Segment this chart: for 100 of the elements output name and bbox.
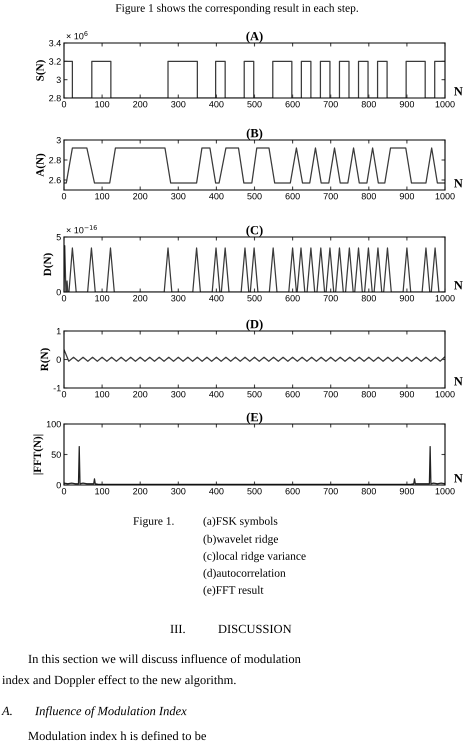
x-axis-title: N [454, 377, 463, 386]
y-tick-label: 3 [56, 136, 61, 144]
text: × 10$^{−16}$ [66, 225, 97, 234]
text: index and Doppler effect to the new algorithm. [2, 675, 236, 687]
chart-title: (D) [246, 320, 263, 331]
y-axis-title: D(N) [43, 253, 54, 276]
y-tick-label: 0 [56, 482, 61, 488]
y-tick-label: 3.4 [49, 40, 61, 46]
x-tick-label: 0 [62, 193, 66, 200]
y-tick-label: 1 [56, 328, 61, 334]
x-tick-label: 600 [286, 193, 300, 200]
y-tick-label: 2.8 [49, 94, 61, 102]
text: (d)autocorrelation [204, 568, 286, 580]
y-tick-label: -1 [54, 385, 61, 392]
x-tick-label: 700 [324, 488, 338, 494]
x-tick-label: 100 [95, 193, 110, 200]
x-tick-label: 900 [400, 101, 414, 108]
x-tick-label: 300 [171, 101, 186, 108]
x-tick-label: 300 [171, 488, 186, 494]
text: (a)FSK symbols [204, 516, 278, 528]
x-tick-label: 800 [362, 391, 376, 398]
x-tick-label: 400 [209, 391, 224, 398]
y-axis-title: A(N) [36, 154, 46, 177]
x-tick-label: 900 [400, 391, 414, 398]
x-tick-label: 800 [362, 295, 376, 302]
x-tick-label: 300 [171, 295, 186, 302]
x-axis-title: N [454, 87, 463, 96]
x-tick-label: 1000 [436, 295, 455, 302]
x-tick-label: 500 [247, 488, 262, 494]
text: Influence of Modulation Index [34, 706, 187, 718]
x-tick-label: 0 [62, 101, 66, 108]
x-tick-label: 800 [362, 488, 376, 494]
x-tick-label: 700 [324, 101, 338, 108]
x-tick-label: 200 [133, 101, 148, 108]
x-axis-title: N [454, 281, 463, 290]
chart-title: (B) [246, 128, 262, 140]
y-tick-label: 100 [46, 420, 61, 428]
x-tick-label: 100 [95, 391, 110, 398]
x-tick-label: 200 [133, 391, 148, 398]
x-tick-label: 0 [62, 391, 66, 398]
text: Modulation index h is defined to be [28, 731, 206, 740]
y-tick-label: 2.6 [49, 176, 61, 184]
x-tick-label: 300 [171, 391, 186, 398]
x-tick-label: 900 [400, 193, 414, 200]
x-axis-title: N [454, 179, 463, 188]
x-tick-label: 700 [324, 295, 338, 302]
chart-title: (E) [246, 412, 262, 424]
x-tick-label: 400 [209, 101, 224, 108]
x-tick-label: 400 [209, 295, 224, 302]
x-tick-label: 600 [286, 295, 300, 302]
x-tick-label: 800 [362, 193, 376, 200]
x-tick-label: 700 [324, 391, 338, 398]
x-tick-label: 600 [286, 488, 300, 494]
x-tick-label: 200 [133, 488, 148, 494]
y-tick-label: 0 [56, 288, 61, 296]
x-tick-label: 600 [286, 101, 300, 108]
x-tick-label: 1000 [436, 391, 455, 398]
x-tick-label: 200 [133, 295, 148, 302]
x-tick-label: 700 [324, 193, 338, 200]
line-series [64, 348, 445, 362]
y-axis-title: R(N) [40, 348, 50, 372]
x-axis-title: N [454, 474, 463, 482]
x-tick-label: 500 [247, 193, 262, 200]
x-tick-label: 100 [95, 488, 110, 494]
x-tick-label: 100 [95, 295, 110, 302]
x-tick-label: 400 [209, 193, 224, 200]
x-tick-label: 500 [247, 391, 262, 398]
x-tick-label: 500 [247, 295, 262, 302]
x-tick-label: 400 [209, 488, 224, 494]
text: A. [1, 706, 12, 716]
x-tick-label: 0 [62, 488, 66, 494]
chart-title: (C) [246, 226, 263, 237]
caption: Figure 1 shows the corresponding result in each step. [116, 4, 358, 14]
x-tick-label: 500 [247, 101, 262, 108]
y-tick-label: 3.2 [49, 58, 61, 65]
text: DISCUSSION [218, 624, 292, 634]
y-tick-label: 50 [52, 451, 61, 458]
y-tick-label: 2.8 [49, 156, 61, 164]
x-tick-label: 1000 [436, 488, 455, 494]
y-tick-label: 3 [56, 76, 61, 84]
x-tick-label: 900 [400, 488, 414, 494]
x-tick-label: 200 [133, 193, 148, 200]
x-tick-label: 0 [62, 295, 66, 302]
y-axis-title: |FFT(N)| [33, 434, 44, 474]
x-tick-label: 900 [400, 295, 414, 302]
x-tick-label: 100 [95, 101, 110, 108]
y-tick-label: 5 [56, 234, 61, 240]
x-tick-label: 300 [171, 193, 186, 200]
y-axis-title: S(N) [36, 60, 46, 81]
text: III. [170, 624, 185, 634]
caption: Figure 1. [133, 517, 174, 528]
text: (e)FFT result [204, 586, 264, 596]
text: In this section we will discuss influence of modulation [28, 654, 301, 664]
x-tick-label: 800 [362, 101, 376, 108]
text: (b)wavelet ridge [204, 534, 278, 546]
x-tick-label: 1000 [436, 193, 455, 200]
chart-title: (A) [246, 32, 263, 43]
text: (c)local ridge variance [204, 552, 306, 562]
x-tick-label: 600 [286, 391, 300, 398]
text: × 10$^{6}$ [66, 31, 88, 40]
